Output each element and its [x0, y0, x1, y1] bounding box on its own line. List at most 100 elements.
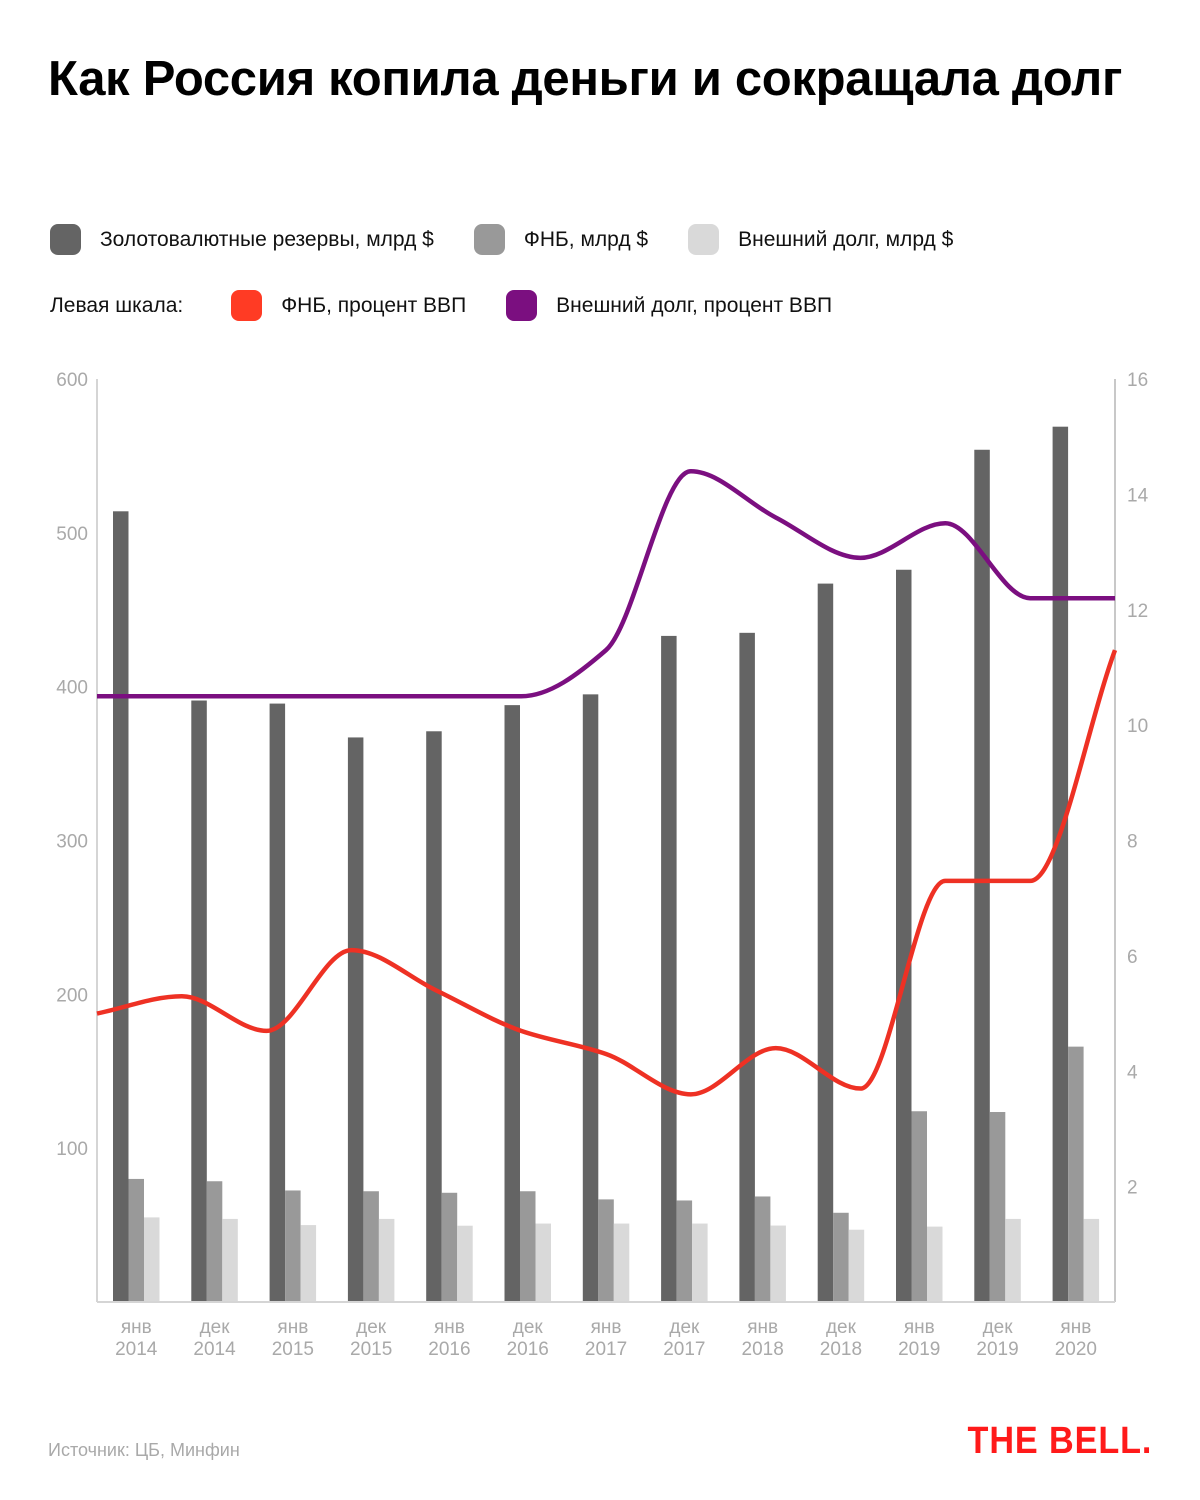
right-axis-tick-label: 2	[1127, 1178, 1138, 1199]
bar-reserves	[582, 694, 599, 1302]
bar-reserves	[426, 731, 442, 1302]
x-axis-tick-month: дек	[200, 1317, 231, 1338]
bar-reserves	[347, 737, 364, 1302]
bar-reserves	[817, 583, 834, 1302]
legend-label-debt-gdp: Внешний долг, процент ВВП	[556, 293, 833, 317]
bar-debt	[613, 1223, 630, 1302]
legend-label-reserves: Золотовалютные резервы, млрд $	[100, 227, 434, 251]
bar-fnb	[520, 1191, 536, 1302]
line-fnb-gdp	[96, 649, 1118, 1097]
bar-debt	[300, 1225, 317, 1302]
source-note: Источник: ЦБ, Минфин	[48, 1440, 240, 1460]
bar-debt	[692, 1223, 708, 1302]
bar-reserves	[113, 511, 129, 1303]
legend-item-fnb-gdp: ФНБ, процент ВВП	[231, 290, 466, 321]
x-axis-tick-year: 2019	[976, 1339, 1018, 1360]
x-axis-tick-month: дек	[669, 1317, 700, 1338]
bar-debt	[378, 1218, 395, 1302]
left-axis-tick-label: 100	[56, 1139, 88, 1160]
legend-label-fnb: ФНБ, млрд $	[523, 227, 649, 251]
legend-bars: Золотовалютные резервы, млрд $ ФНБ, млрд…	[50, 224, 953, 255]
x-axis-tick-month: дек	[356, 1317, 387, 1338]
bar-fnb	[676, 1200, 693, 1302]
bar-debt	[927, 1226, 943, 1302]
bar-fnb	[598, 1199, 614, 1302]
right-axis-tick-label: 14	[1127, 485, 1149, 506]
bar-debt	[144, 1217, 160, 1302]
x-axis-tick-month: янв	[277, 1317, 308, 1338]
legend-swatch-fnb-gdp	[231, 290, 263, 321]
bar-fnb	[1068, 1046, 1084, 1302]
legend-lines: Левая шкала: ФНБ, процент ВВП Внешний до…	[50, 290, 872, 321]
x-axis-tick-year: 2015	[350, 1339, 392, 1360]
x-axis-tick-month: янв	[747, 1317, 778, 1338]
bar-reserves	[739, 632, 755, 1302]
x-axis-tick-year: 2018	[820, 1339, 862, 1360]
publisher-logo: THE BELL.	[967, 1420, 1152, 1462]
bar-fnb	[754, 1196, 771, 1302]
bar-reserves	[269, 703, 286, 1302]
x-axis-tick-year: 2020	[1055, 1339, 1097, 1360]
bar-debt	[770, 1225, 786, 1302]
x-axis-tick-month: дек	[513, 1317, 544, 1338]
legend-scale-label: Левая шкала:	[50, 293, 184, 317]
bar-fnb	[363, 1191, 379, 1302]
left-axis-tick-label: 600	[56, 370, 88, 391]
bar-debt	[457, 1225, 473, 1302]
legend-item-fnb: ФНБ, млрд $	[473, 224, 649, 255]
legend-label-fnb-gdp: ФНБ, процент ВВП	[281, 293, 467, 317]
bar-reserves	[974, 449, 990, 1303]
bar-fnb	[911, 1111, 927, 1302]
x-axis-tick-year: 2015	[272, 1339, 314, 1360]
bar-reserves	[896, 569, 912, 1302]
bar-debt	[1083, 1218, 1100, 1302]
x-axis-tick-year: 2017	[585, 1339, 627, 1360]
x-axis-tick-month: янв	[434, 1317, 465, 1338]
bar-debt	[535, 1223, 551, 1302]
line-debt-gdp	[96, 469, 1115, 699]
legend-swatch-debt	[688, 224, 720, 255]
bar-reserves	[504, 705, 520, 1302]
bar-debt	[1005, 1218, 1021, 1302]
right-axis-tick-label: 10	[1127, 716, 1148, 737]
x-axis-tick-month: янв	[904, 1317, 935, 1338]
legend-swatch-fnb	[473, 224, 505, 255]
left-axis-tick-label: 300	[56, 832, 88, 853]
chart-title: Как Россия копила деньги и сокращала дол…	[48, 52, 1123, 106]
x-axis-tick-month: янв	[121, 1317, 152, 1338]
bar-reserves	[661, 635, 677, 1302]
bar-fnb	[128, 1178, 144, 1302]
right-axis-tick-label: 4	[1127, 1062, 1138, 1083]
bar-fnb	[441, 1192, 458, 1302]
legend-item-debt-gdp: Внешний долг, процент ВВП	[506, 290, 832, 321]
x-axis-tick-year: 2016	[428, 1339, 470, 1360]
legend-swatch-debt-gdp	[506, 290, 538, 321]
left-axis-tick-label: 200	[56, 985, 88, 1006]
x-axis-tick-month: дек	[826, 1317, 857, 1338]
legend-item-debt: Внешний долг, млрд $	[688, 224, 953, 255]
x-axis-tick-year: 2018	[742, 1339, 784, 1360]
x-axis-tick-year: 2014	[193, 1339, 236, 1360]
legend-label-debt: Внешний долг, млрд $	[738, 227, 954, 251]
bar-reserves	[1052, 426, 1069, 1302]
right-axis-tick-label: 16	[1127, 370, 1148, 391]
x-axis-tick-month: дек	[983, 1317, 1014, 1338]
x-axis-tick-year: 2017	[663, 1339, 705, 1360]
bar-fnb	[833, 1212, 849, 1302]
bar-fnb	[206, 1181, 223, 1302]
x-axis-tick-month: янв	[591, 1317, 622, 1338]
x-axis-tick-year: 2016	[507, 1339, 549, 1360]
x-axis-tick-month: янв	[1060, 1317, 1091, 1338]
bar-debt	[848, 1229, 865, 1302]
bar-fnb	[285, 1190, 301, 1302]
right-axis-tick-label: 8	[1127, 832, 1138, 853]
legend-item-reserves: Золотовалютные резервы, млрд $	[50, 224, 434, 255]
left-axis-tick-label: 400	[56, 678, 88, 699]
bar-debt	[222, 1218, 238, 1302]
right-axis-tick-label: 6	[1127, 947, 1138, 968]
legend-swatch-reserves	[50, 224, 81, 255]
bar-fnb	[989, 1112, 1006, 1302]
x-axis-tick-year: 2014	[115, 1339, 158, 1360]
right-axis-tick-label: 12	[1127, 601, 1148, 622]
